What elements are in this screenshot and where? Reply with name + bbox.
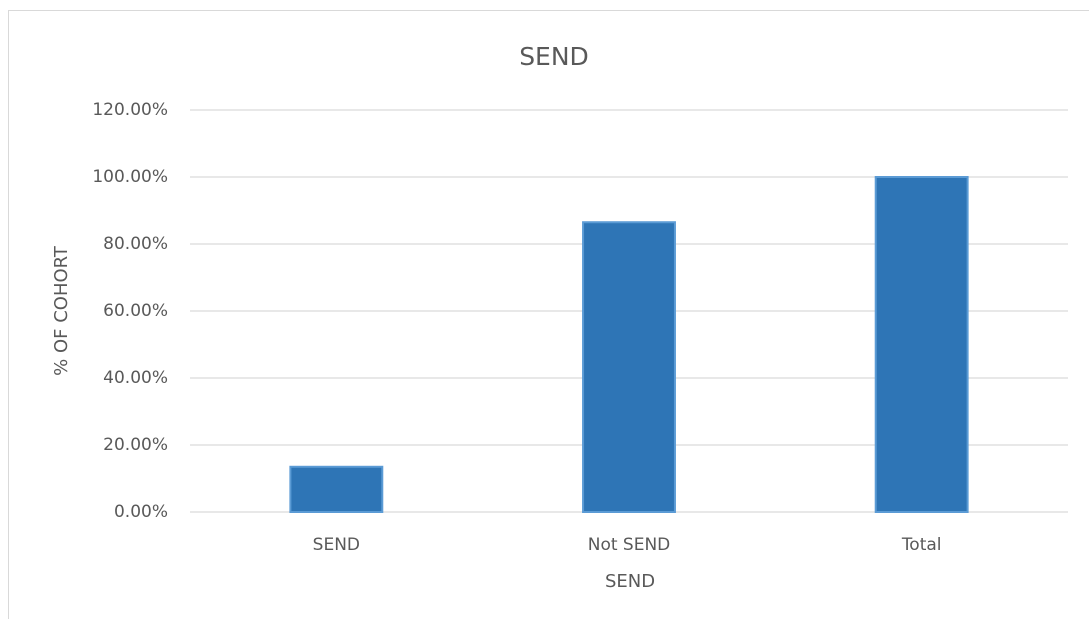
y-tick-label: 120.00% (92, 100, 168, 120)
y-tick-label: 60.00% (103, 301, 168, 321)
bar (874, 176, 969, 513)
bar (582, 221, 676, 513)
chart-title: SEND (519, 42, 589, 71)
y-tick-label: 100.00% (92, 167, 168, 187)
y-tick-label: 0.00% (114, 502, 168, 522)
y-tick-label: 80.00% (103, 234, 168, 254)
y-tick-label: 20.00% (103, 435, 168, 455)
y-axis-title: % OF COHORT (51, 245, 72, 376)
x-axis-title: SEND (605, 571, 655, 592)
x-tick-label: Not SEND (588, 535, 671, 555)
x-tick-label: SEND (313, 535, 360, 555)
bar (289, 465, 384, 513)
y-tick-label: 40.00% (103, 368, 168, 388)
x-tick-label: Total (901, 535, 942, 555)
